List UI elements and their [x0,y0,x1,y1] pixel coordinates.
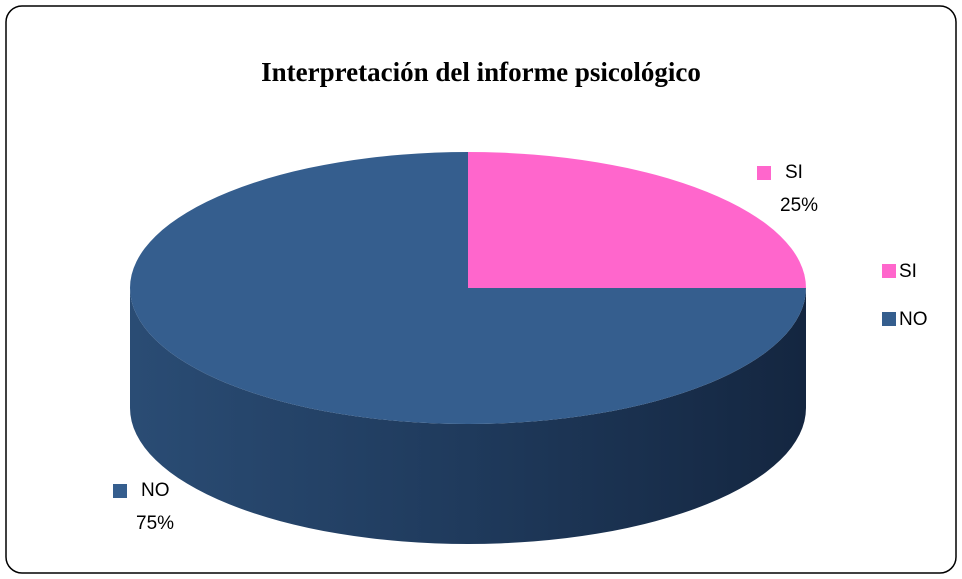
data-label-value: 75% [136,513,174,534]
pie-slice [468,152,806,288]
data-label-key [757,166,771,180]
data-label-category: SI [785,162,803,183]
pie-slice [130,152,806,424]
pie-side [130,288,806,544]
data-label-value: 25% [780,195,818,216]
legend-label: NO [899,309,928,330]
legend-key [882,264,896,278]
chart-title: Interpretación del informe psicológico [261,57,701,87]
data-label-key [113,484,127,498]
data-label-category: NO [141,480,170,501]
legend-key [882,312,896,326]
legend-label: SI [899,261,917,282]
